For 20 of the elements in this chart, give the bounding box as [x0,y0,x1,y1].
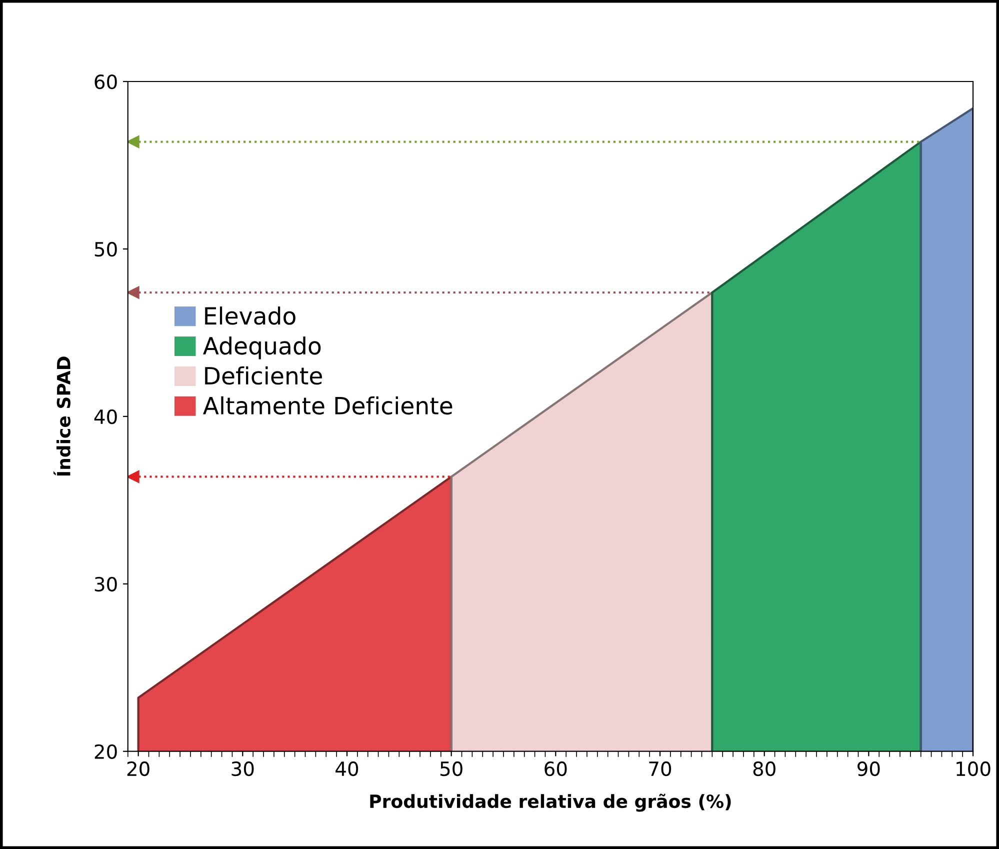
y-tick-label: 20 [94,744,117,760]
legend-label: Altamente Deficiente [202,396,452,415]
y-tick-label: 60 [94,74,117,90]
x-tick-label: 60 [544,761,567,776]
x-tick-label: 100 [956,761,990,776]
x-axis-title: Produtividade relativa de grãos (%) [370,794,731,812]
x-tick-label: 70 [649,761,672,776]
legend-label: Deficiente [205,366,322,385]
x-tick-label: 90 [858,761,880,776]
legend-label: Adequado [202,336,321,360]
x-tick-label: 40 [336,761,358,776]
x-tick-label: 80 [753,761,776,776]
x-tick-label: 20 [127,761,150,776]
y-tick-label: 50 [94,242,117,257]
x-tick-label: 50 [440,761,462,776]
y-tick-label: 40 [94,409,117,424]
y-axis-title: Índice SPAD [54,356,70,476]
legend-label: Elevado [205,306,296,325]
x-tick-label: 30 [232,761,254,776]
y-tick-label: 30 [94,576,117,592]
